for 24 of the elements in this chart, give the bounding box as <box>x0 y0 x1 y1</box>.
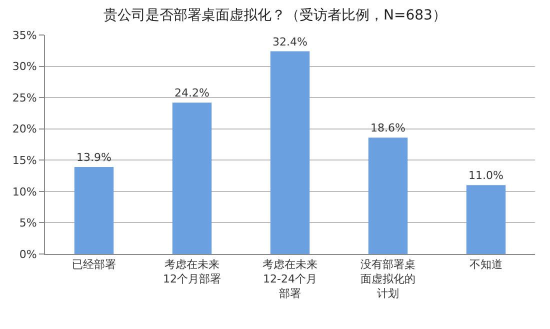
y-tick-label: 0% <box>19 248 37 261</box>
y-tick-label: 30% <box>12 60 37 74</box>
chart-title: 贵公司是否部署桌面虚拟化？（受访者比例，N=683） <box>104 8 446 24</box>
bar <box>74 167 114 254</box>
bar <box>172 102 212 254</box>
x-tick-label: 不知道 <box>470 258 502 272</box>
data-label: 18.6% <box>370 122 406 135</box>
data-label: 24.2% <box>174 86 210 100</box>
y-tick-label: 25% <box>12 91 37 104</box>
bar <box>466 185 506 254</box>
y-tick-label: 10% <box>12 185 37 198</box>
y-tick-label: 5% <box>19 216 37 230</box>
y-tick-label: 15% <box>12 154 37 167</box>
data-label: 32.4% <box>272 35 308 48</box>
x-tick-label: 考虑在未来12-24个月部署 <box>262 258 318 300</box>
y-tick-label: 20% <box>12 122 37 136</box>
bar <box>368 138 408 254</box>
x-tick-label: 已经部署 <box>72 258 116 272</box>
data-label: 11.0% <box>468 169 504 182</box>
bar <box>270 51 310 254</box>
x-tick-label: 考虑在未来12个月部署 <box>163 258 221 286</box>
data-label: 13.9% <box>76 151 112 164</box>
x-tick-label: 没有部署桌面虚拟化的计划 <box>360 258 416 300</box>
y-tick-label: 35% <box>12 28 37 42</box>
